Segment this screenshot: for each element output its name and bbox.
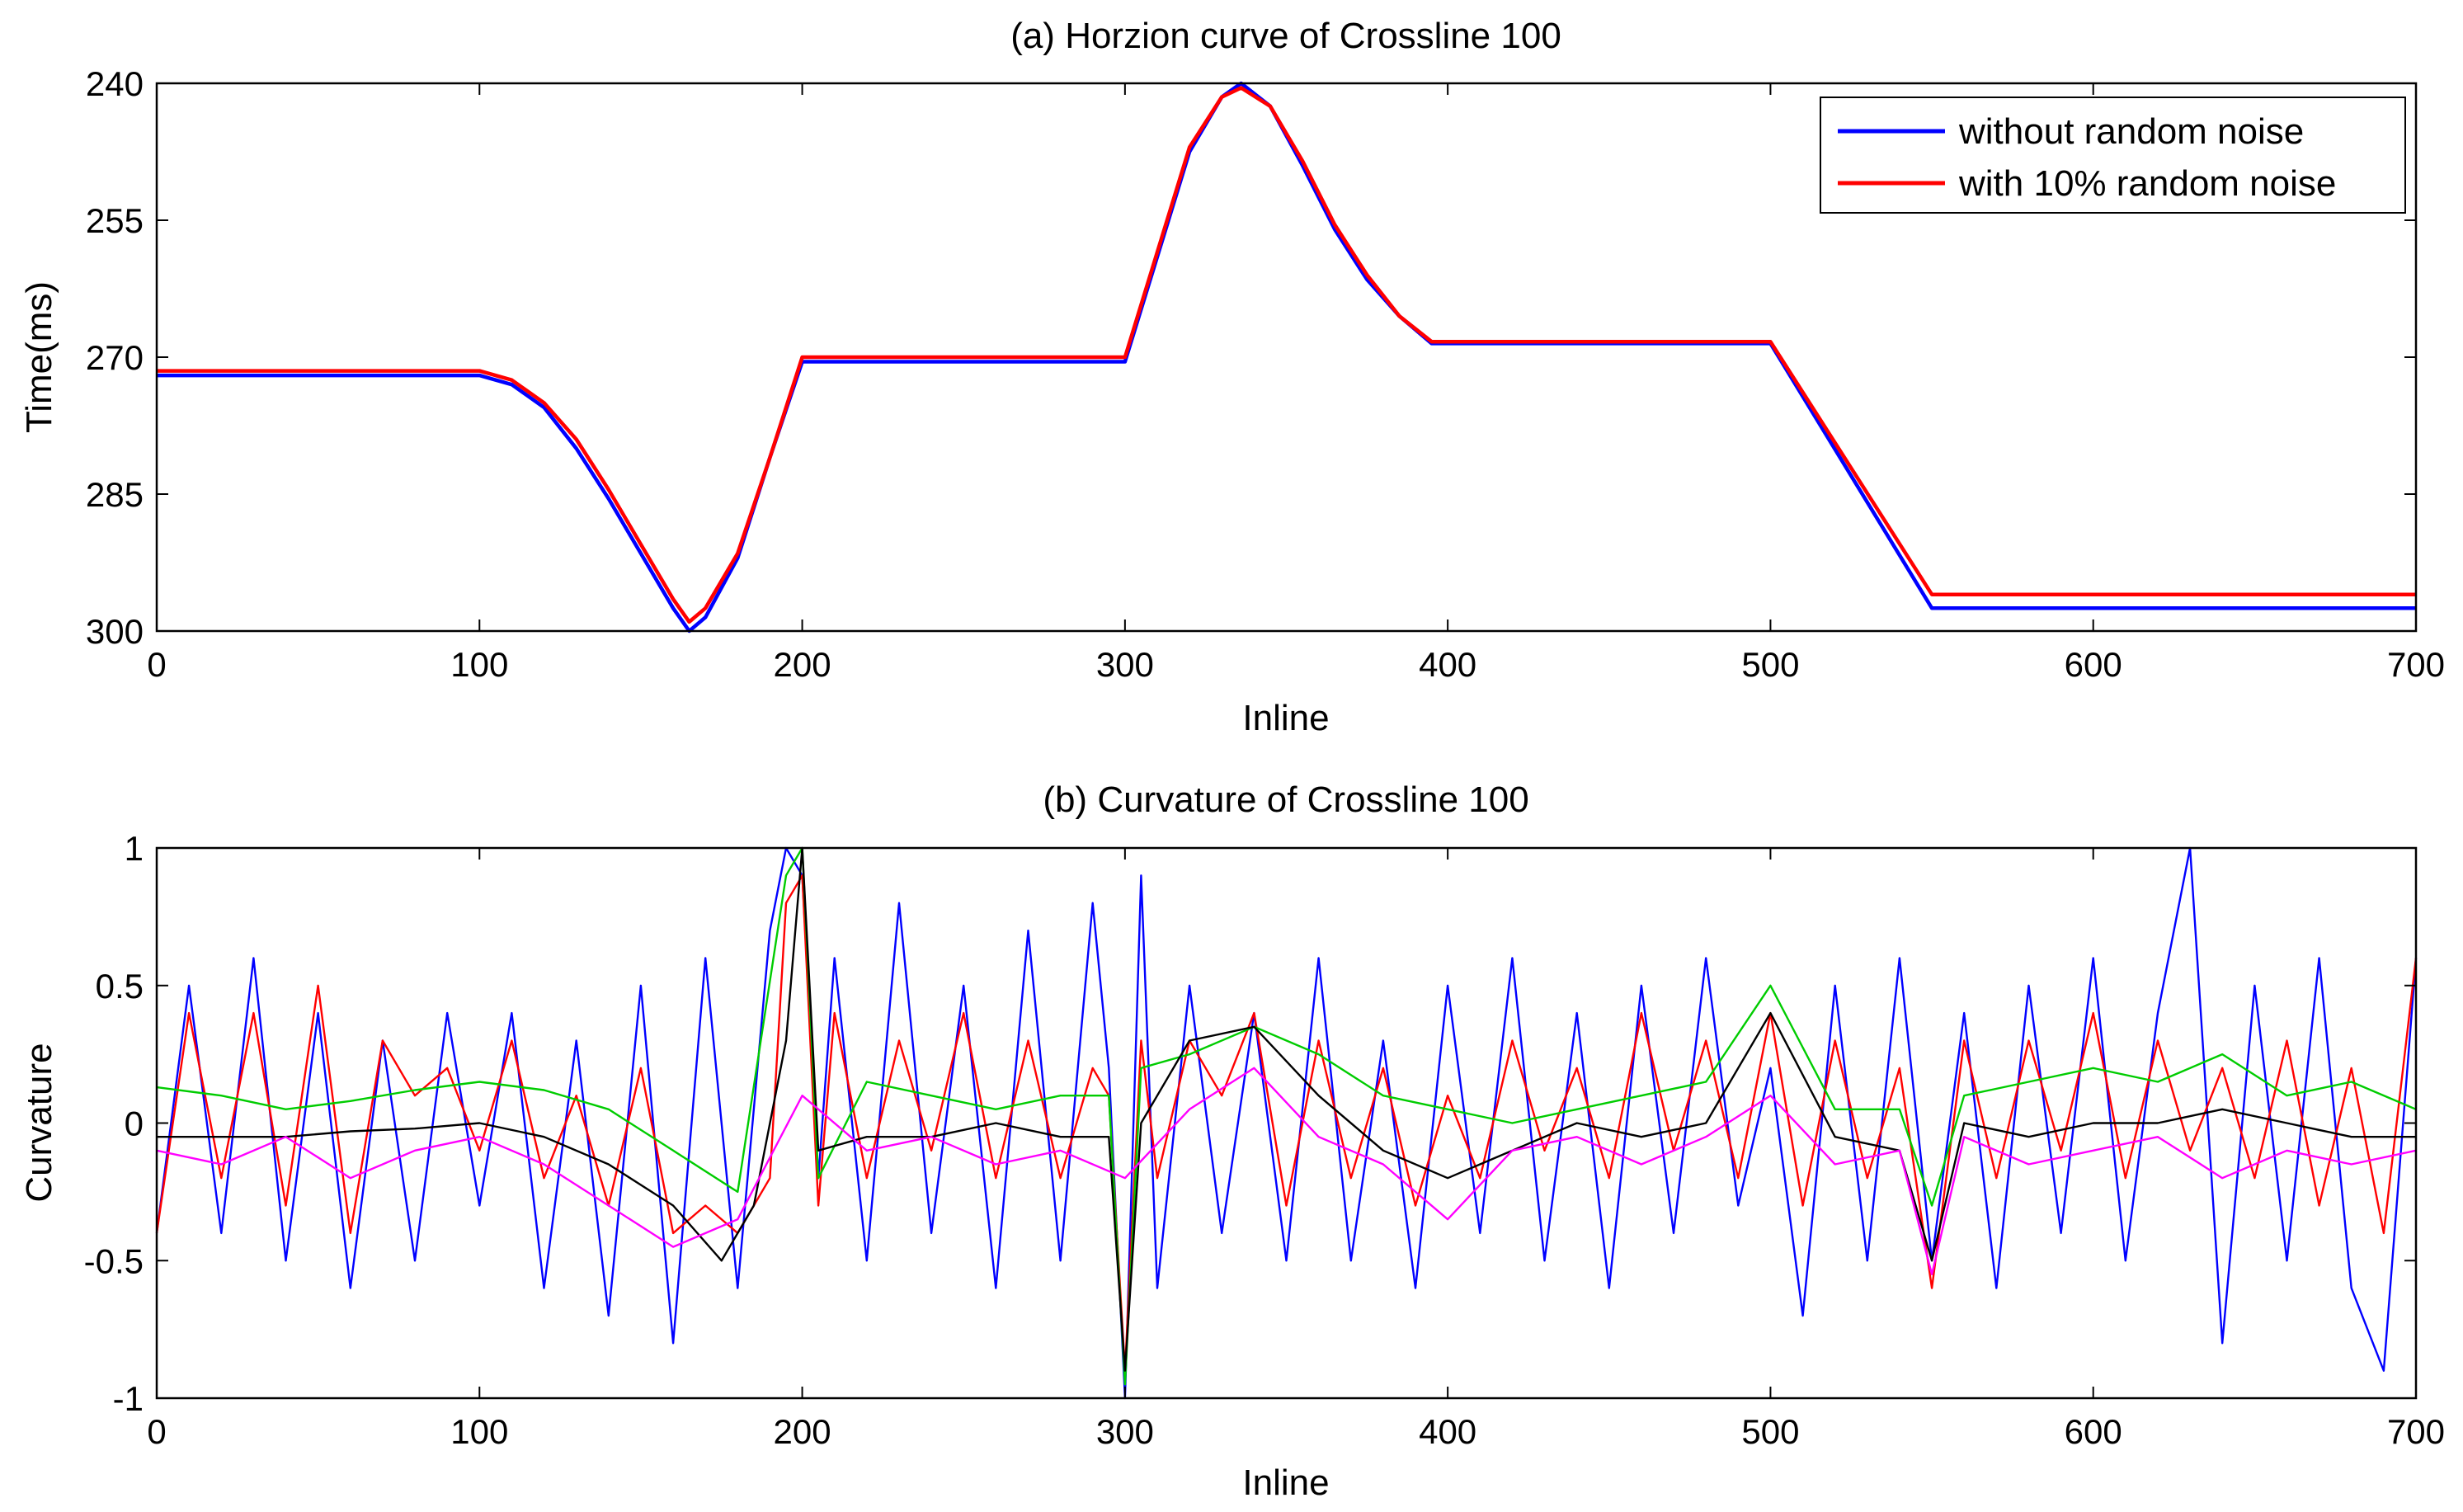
chart-b-title: (b) Curvature of Crossline 100 [1043, 780, 1528, 820]
chart-b-ytick-label: -0.5 [84, 1241, 144, 1280]
chart-b-xtick-label: 700 [2387, 1412, 2445, 1451]
legend-box [1820, 97, 2406, 214]
chart-b-xtick-label: 600 [2065, 1412, 2122, 1451]
chart-a-ytick-label: 300 [86, 612, 144, 651]
chart-b-ytick-label: 1 [125, 829, 144, 868]
chart-a-series-group [157, 81, 2416, 634]
chart-b-xlabel: Inline [1242, 1463, 1329, 1503]
chart-a-xtick-label: 600 [2065, 645, 2122, 684]
chart-a-ytick-label: 285 [86, 475, 144, 514]
chart-a-ytick-label: 270 [86, 338, 144, 377]
chart-a-title: (a) Horzion curve of Crossline 100 [1010, 16, 1561, 56]
chart-a-legend: without random noise with 10% random noi… [1820, 97, 2406, 214]
chart-a-xtick-label: 400 [1419, 645, 1476, 684]
chart-a-series-with-10-random-noise [157, 86, 2416, 624]
chart-b-ytick-label: 0 [125, 1105, 144, 1143]
chart-b-ticks: 0 100 200 300 400 500 600 700 -1 -0.5 0 0.5 1 [84, 829, 2445, 1451]
chart-b-xtick-label: 500 [1741, 1412, 1799, 1451]
chart-b-series-group [155, 846, 2418, 1400]
chart-b-series-red [155, 874, 2418, 1372]
chart-a-ytick-label: 240 [86, 64, 144, 103]
chart-a-xtick-label: 0 [147, 645, 166, 684]
chart-a-ylabel: Time(ms) [19, 281, 59, 433]
chart-a-xtick-label: 700 [2387, 645, 2445, 684]
chart-b-xtick-label: 0 [147, 1412, 166, 1451]
chart-a-xtick-label: 300 [1096, 645, 1154, 684]
chart-a: (a) Horzion curve of Crossline 100 0 100 2… [19, 16, 2445, 738]
chart-a-xtick-label: 200 [774, 645, 831, 684]
chart-b-ylabel: Curvature [19, 1043, 59, 1202]
chart-a-ticks: 0 100 200 300 400 500 600 700 240 255 270 285 300 [86, 64, 2445, 684]
chart-a-xtick-label: 500 [1741, 645, 1799, 684]
chart-a-xlabel: Inline [1242, 698, 1329, 738]
chart-a-ytick-label: 255 [86, 201, 144, 240]
legend-label-without-noise: without random noise [1958, 111, 2304, 152]
chart-b-xtick-label: 200 [774, 1412, 831, 1451]
chart-b-xtick-label: 100 [450, 1412, 508, 1451]
chart-b-ytick-label: -1 [113, 1379, 144, 1418]
chart-b: (b) Curvature of Crossline 100 0 100 200 30… [19, 780, 2445, 1503]
legend-label-with-noise: with 10% random noise [1958, 163, 2336, 204]
chart-b-xtick-label: 300 [1096, 1412, 1154, 1451]
chart-a-xtick-label: 100 [450, 645, 508, 684]
chart-b-xtick-label: 400 [1419, 1412, 1476, 1451]
chart-b-ytick-label: 0.5 [96, 967, 144, 1006]
chart-b-series-green [156, 846, 2417, 1386]
chart-b-series-magenta [156, 1067, 2417, 1276]
chart-b-series-black [157, 846, 2416, 1372]
